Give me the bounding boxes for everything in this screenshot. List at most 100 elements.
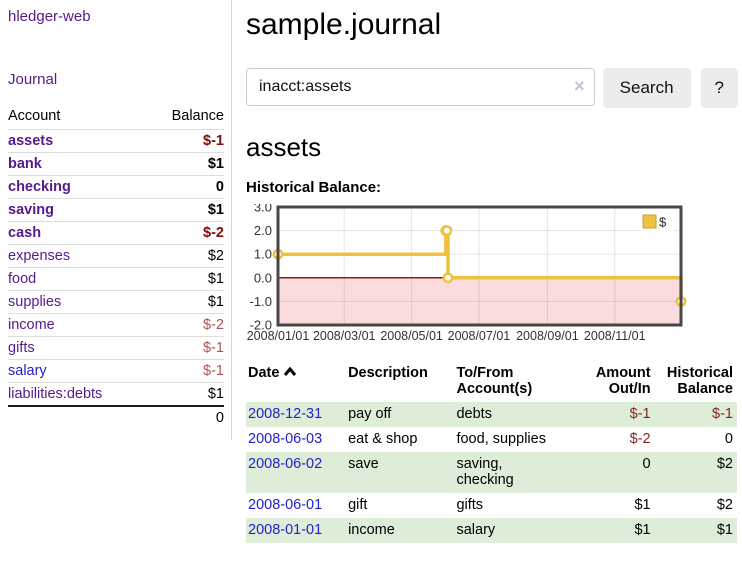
chart-legend: $ [639, 212, 675, 232]
register-header-description: Description [346, 362, 454, 402]
transaction-accounts: food, supplies [456, 431, 546, 447]
account-link-supplies[interactable]: supplies [8, 294, 62, 310]
account-balance: $-1 [203, 363, 224, 379]
account-heading: assets [246, 132, 322, 162]
account-link-food[interactable]: food [8, 271, 37, 287]
accounts-total-row: 0 [8, 406, 224, 429]
transaction-date-link[interactable]: 2008-06-03 [248, 431, 323, 447]
account-row: gifts $-1 [8, 336, 224, 360]
transaction-description: save [348, 456, 379, 472]
y-tick-label: -2.0 [250, 318, 272, 333]
transaction-description: pay off [348, 406, 392, 422]
account-link-cash[interactable]: cash [8, 225, 42, 241]
register-header-label: Description [348, 365, 428, 381]
register-header-amount: Amount Out/In [588, 362, 655, 402]
account-row: supplies $1 [8, 290, 224, 314]
app-title-link[interactable]: hledger-web [8, 8, 91, 25]
transaction-row: 2008-12-31 pay off debts $-1 $-1 [246, 402, 737, 427]
account-row: assets $-1 [8, 129, 224, 153]
clear-search-icon[interactable]: × [574, 76, 585, 96]
transaction-accounts: salary [456, 522, 496, 538]
account-link-assets[interactable]: assets [8, 133, 54, 149]
x-tick-label: 2008/09/01 [516, 329, 579, 343]
register-table: Date Description To/From Account(s) Amount Ou… [246, 362, 737, 543]
transaction-balance: $1 [716, 522, 733, 538]
account-row: cash $-2 [8, 221, 224, 245]
account-link-income[interactable]: income [8, 317, 55, 333]
account-link-liabilities-debts[interactable]: liabilities:debts [8, 386, 103, 402]
account-balance: 0 [215, 179, 224, 195]
account-balance: $1 [207, 271, 224, 287]
transaction-balance: $2 [716, 456, 733, 472]
transaction-accounts: debts [456, 406, 492, 422]
account-balance: $1 [207, 294, 224, 310]
register-header-label: To/From [456, 365, 514, 381]
x-tick-label: 2008/01/01 [247, 329, 310, 343]
account-balance: $-1 [203, 133, 224, 149]
x-tick-label: 2008/05/01 [380, 329, 443, 343]
transaction-row: 2008-06-02 save saving, checking 0 $2 [246, 452, 737, 493]
account-balance: $1 [207, 156, 224, 172]
transaction-accounts: saving, checking [456, 456, 514, 488]
transaction-row: 2008-01-01 income salary $1 $1 [246, 518, 737, 543]
transaction-amount: $-1 [629, 406, 651, 422]
register-header-historical: Historical Balance [655, 362, 737, 402]
y-tick-label: 1.0 [254, 247, 272, 262]
account-link-checking[interactable]: checking [8, 179, 71, 195]
chart-title: Historical Balance: [246, 179, 382, 196]
account-balance: $-1 [203, 340, 224, 356]
register-header-label: Date [248, 365, 280, 381]
main-content: sample.journal × Search ? assets Histori… [246, 0, 738, 543]
register-header-label: Amount [595, 365, 651, 381]
account-balance: $1 [207, 202, 224, 218]
x-tick-label: 2008/11/01 [584, 329, 646, 343]
account-link-salary[interactable]: salary [8, 363, 47, 379]
transaction-balance: 0 [724, 431, 733, 447]
register-header-label-line2: Out/In [608, 381, 651, 397]
transaction-row: 2008-06-01 gift gifts $1 $2 [246, 493, 737, 518]
transaction-amount: $-2 [629, 431, 651, 447]
transaction-date-link[interactable]: 2008-12-31 [248, 406, 323, 422]
transaction-balance: $2 [716, 497, 733, 513]
register-header-label-line2: Account(s) [456, 381, 533, 397]
search-input[interactable] [246, 68, 595, 106]
transaction-description: gift [348, 497, 368, 513]
transaction-balance: $-1 [712, 406, 733, 422]
accounts-total-value: 0 [215, 410, 224, 426]
account-row: expenses $2 [8, 244, 224, 268]
y-tick-label: 2.0 [254, 223, 272, 238]
register-header-label-line2: Balance [677, 381, 733, 397]
account-link-gifts[interactable]: gifts [8, 340, 35, 356]
search-form: × Search ? [246, 68, 738, 108]
account-row: bank $1 [8, 152, 224, 176]
sort-ascending-icon [284, 367, 297, 376]
account-row: salary $-1 [8, 359, 224, 383]
search-button[interactable]: Search [602, 68, 691, 108]
transaction-date-link[interactable]: 2008-06-01 [248, 497, 323, 513]
register-header-date[interactable]: Date [246, 362, 346, 402]
account-link-bank[interactable]: bank [8, 156, 42, 172]
help-button[interactable]: ? [700, 68, 738, 108]
account-link-saving[interactable]: saving [8, 202, 54, 218]
sidebar-item-journal[interactable]: Journal [8, 71, 58, 88]
account-balance: $2 [207, 248, 224, 264]
account-row: checking 0 [8, 175, 224, 199]
sidebar: hledger-web Journal Account Balance asse… [0, 0, 232, 440]
account-row: saving $1 [8, 198, 224, 222]
transaction-date-link[interactable]: 2008-01-01 [248, 522, 323, 538]
account-link-expenses[interactable]: expenses [8, 248, 71, 264]
account-balance: $-2 [203, 317, 224, 333]
transaction-accounts: gifts [456, 497, 484, 513]
y-tick-label: 0.0 [254, 270, 272, 285]
account-row: liabilities:debts $1 [8, 382, 224, 407]
transaction-row: 2008-06-03 eat & shop food, supplies $-2 0 [246, 427, 737, 452]
account-row: food $1 [8, 267, 224, 291]
y-tick-label: -1.0 [250, 294, 272, 309]
account-balance: $1 [207, 386, 224, 402]
chart-legend-label: $ [659, 215, 667, 230]
transaction-amount: $1 [634, 522, 651, 538]
transaction-amount: 0 [642, 456, 651, 472]
transaction-date-link[interactable]: 2008-06-02 [248, 456, 323, 472]
account-row: income $-2 [8, 313, 224, 337]
transaction-description: income [348, 522, 395, 538]
